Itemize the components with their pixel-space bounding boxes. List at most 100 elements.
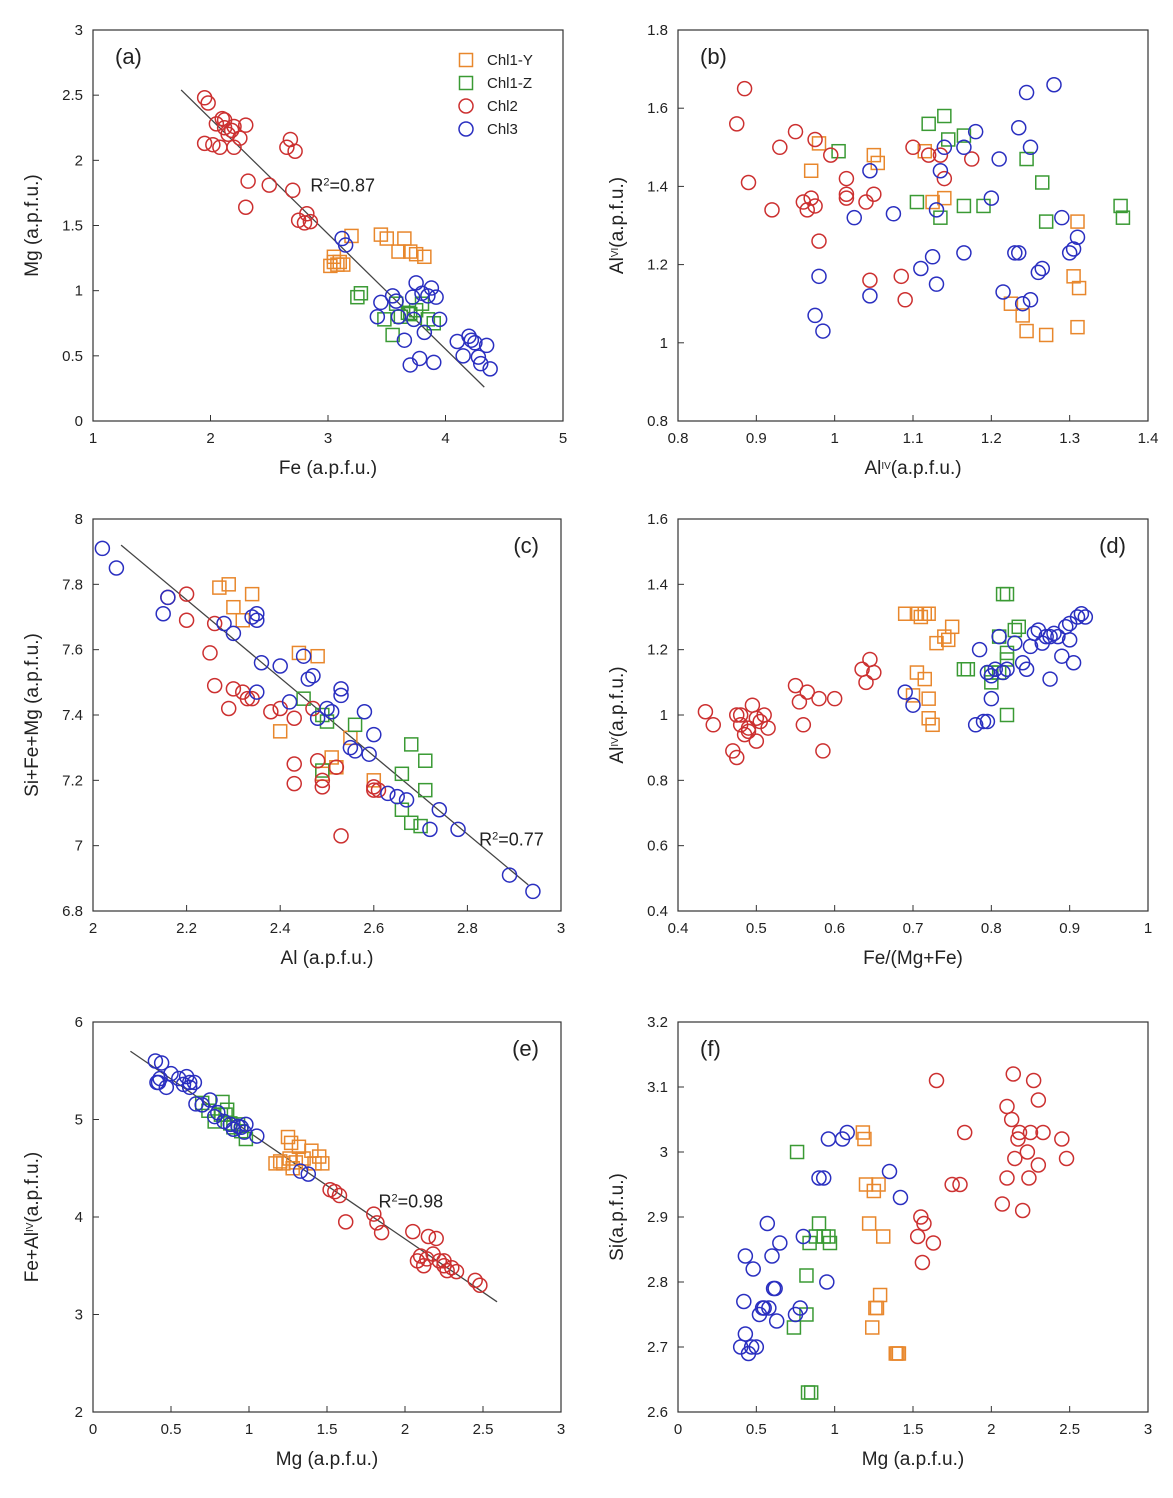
marker-chl1-y [870, 155, 885, 171]
marker-chl2 [807, 131, 823, 148]
x-axis-label-rest: (a.p.f.u.) [891, 458, 962, 479]
marker-chl1-z [960, 662, 976, 677]
marker-chl1-z [803, 1385, 819, 1400]
marker-chl2 [803, 190, 819, 206]
marker-chl2 [286, 756, 302, 772]
marker-chl2 [893, 268, 909, 285]
y-tick-label: 1 [75, 283, 83, 300]
legend-label: Chl3 [487, 121, 518, 138]
marker-chl2 [436, 1258, 452, 1274]
marker-chl1-z [418, 782, 433, 798]
marker-chl3 [108, 560, 125, 576]
marker-chl2 [1022, 1124, 1039, 1141]
marker-chl2 [1003, 1111, 1020, 1128]
marker-chl3 [323, 703, 340, 720]
marker-chl1-z [831, 143, 846, 159]
y-axis-label-base: Al [607, 747, 628, 764]
marker-chl3 [369, 308, 386, 325]
marker-chl1-y [221, 577, 236, 592]
marker-chl3 [361, 746, 377, 762]
marker-chl1-y [417, 249, 432, 265]
marker-chl2 [932, 147, 949, 163]
marker-chl1-y [803, 163, 819, 179]
marker-chl1-y [865, 1320, 880, 1335]
y-tick-label: 0.8 [647, 772, 668, 789]
marker-chl1-z [394, 766, 410, 782]
marker-chl3 [181, 1074, 198, 1091]
marker-chl2 [956, 1124, 973, 1141]
panel-c: 2 2.2 2.4 2.6 2.8 3 6.8 7 7.2 7.4 7.6 7.8 8 Al (a.p.f… [22, 511, 565, 969]
marker-chl2 [309, 752, 326, 769]
marker-chl1-y [944, 619, 960, 635]
marker-chl2 [279, 139, 295, 156]
marker-chl1-z [418, 753, 433, 768]
marker-chl1-y [408, 246, 424, 262]
marker-chl2 [1010, 1131, 1026, 1147]
marker-chl3 [748, 1339, 765, 1355]
r2-base: R [310, 176, 323, 196]
legend-marker-square [458, 75, 474, 91]
r-squared-annotation: R2=0.98 [378, 1191, 443, 1211]
marker-chl1-y [272, 724, 288, 739]
marker-chl1-y [913, 609, 929, 625]
x-tick-label: 0 [89, 1421, 97, 1438]
marker-chl3 [163, 1065, 179, 1082]
marker-chl2 [811, 233, 827, 249]
y-axis-label-rest: (a.p.f.u.) [22, 1152, 43, 1223]
marker-chl2 [897, 292, 913, 308]
marker-chl1-z [789, 1144, 805, 1160]
x-tick-label: 1 [1144, 920, 1152, 937]
marker-chl1-y [324, 750, 339, 765]
marker-chl3 [342, 739, 359, 756]
plot-frame [677, 518, 1149, 912]
x-tick-label: 2.2 [176, 920, 197, 937]
marker-chl3 [147, 1053, 164, 1069]
marker-chl1-y [366, 773, 382, 788]
panel-label: (c) [513, 533, 539, 558]
x-tick-label: 2 [89, 920, 97, 937]
marker-chl3 [795, 1228, 812, 1245]
marker-chl2 [369, 1215, 385, 1231]
x-tick-label: 1.5 [317, 1421, 338, 1438]
marker-chl2 [208, 116, 225, 132]
marker-chl3 [892, 1189, 909, 1206]
marker-chl1-z [799, 1268, 814, 1283]
marker-chl2 [366, 1206, 382, 1222]
marker-chl2 [200, 95, 216, 111]
marker-chl2 [838, 190, 855, 206]
y-tick-label: 7.8 [62, 576, 83, 593]
marker-chl3 [202, 1092, 218, 1108]
marker-chl2 [807, 198, 823, 214]
marker-chl3 [905, 697, 921, 713]
y-tick-label: 1.4 [647, 576, 668, 593]
marker-chl2 [444, 1259, 460, 1276]
marker-chl3 [1054, 648, 1070, 664]
marker-chl2 [787, 677, 804, 694]
x-tick-label: 2.5 [473, 1421, 494, 1438]
marker-chl2 [1054, 1131, 1070, 1147]
marker-chl1-y [937, 190, 952, 206]
x-tick-label: 0.4 [668, 920, 689, 937]
marker-chl3 [819, 1274, 835, 1290]
marker-chl3 [745, 1261, 761, 1277]
x-tick-label: 1 [830, 430, 838, 447]
marker-chl1-y [226, 599, 241, 615]
marker-chl3 [420, 288, 436, 304]
marker-chl3 [1011, 245, 1027, 261]
x-tick-label: 1.1 [903, 430, 924, 447]
marker-chl2 [952, 1176, 968, 1193]
marker-chl3 [253, 654, 270, 671]
panel-label: (a) [115, 44, 142, 69]
x-tick-label: 1.2 [981, 430, 1002, 447]
marker-chl2 [232, 130, 248, 146]
marker-chl2 [858, 194, 874, 210]
y-axis-label-rest: (a.p.f.u.) [607, 177, 628, 248]
marker-chl3 [1011, 120, 1027, 136]
marker-chl2 [787, 123, 804, 140]
marker-chl3 [1022, 139, 1039, 156]
marker-chl3 [1058, 619, 1074, 635]
marker-chl2 [431, 1253, 448, 1269]
marker-chl3 [995, 664, 1011, 681]
marker-chl2 [799, 684, 815, 700]
marker-chl3 [820, 1131, 837, 1147]
